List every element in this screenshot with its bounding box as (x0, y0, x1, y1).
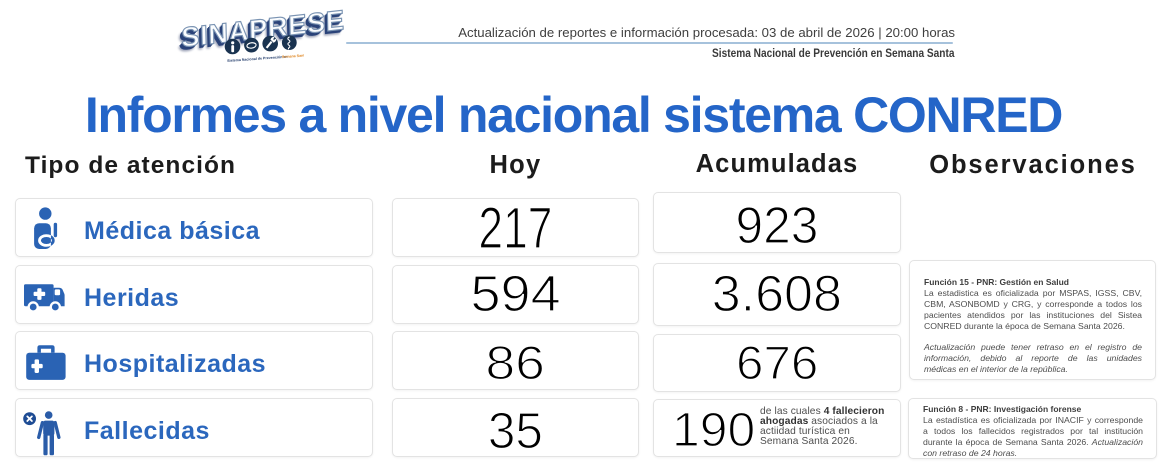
svg-text:Sistema Nacional de Prevención: Sistema Nacional de Prevención en (227, 55, 288, 63)
svg-text:Semana Santa: Semana Santa (282, 53, 304, 59)
